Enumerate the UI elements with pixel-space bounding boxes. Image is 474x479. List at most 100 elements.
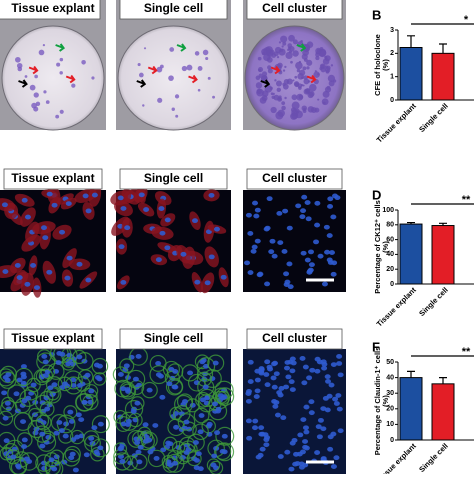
nucleus [337, 428, 344, 434]
nucleus [23, 456, 30, 462]
nucleus [337, 372, 344, 378]
nucleus [65, 201, 72, 206]
nucleus [324, 249, 331, 255]
nucleus [117, 446, 124, 452]
colony [313, 71, 320, 78]
nucleus [268, 249, 275, 255]
cell-membrane [5, 449, 21, 465]
arrow [18, 79, 28, 88]
colony [205, 56, 209, 61]
nucleus [120, 279, 127, 285]
colony [197, 66, 203, 71]
colony [24, 75, 28, 78]
panel-letter: D [372, 187, 381, 202]
colony [330, 64, 334, 67]
photo-label: Single cell [144, 1, 203, 15]
cell-membrane [194, 354, 210, 370]
nucleus [187, 370, 194, 376]
nucleus [302, 444, 309, 450]
error-bar [407, 35, 415, 48]
colony [295, 61, 303, 70]
nucleus [96, 376, 103, 382]
nucleus [123, 363, 130, 369]
nucleus [39, 431, 46, 437]
colony [255, 82, 263, 89]
nucleus [282, 208, 289, 214]
colony [157, 97, 163, 103]
nucleus [21, 398, 28, 404]
nucleus [283, 384, 290, 390]
colony [138, 72, 144, 78]
nucleus [55, 360, 62, 365]
nucleus [16, 377, 23, 383]
nucleus [28, 390, 35, 396]
nucleus [264, 225, 271, 231]
colony [271, 53, 277, 58]
colony [301, 105, 308, 111]
nucleus [320, 406, 327, 412]
colony [283, 78, 290, 85]
nucleus [204, 280, 211, 286]
nucleus [270, 375, 277, 381]
nucleus [271, 384, 278, 390]
nucleus [62, 433, 69, 439]
nucleus [53, 430, 60, 436]
nucleus [120, 386, 127, 392]
label-box [119, 0, 228, 20]
colony [299, 69, 306, 76]
nucleus [125, 418, 132, 424]
colony [143, 47, 147, 50]
nucleus [93, 449, 100, 455]
y-tick-label: 50 [386, 359, 394, 366]
cell-membrane [112, 366, 130, 383]
cell-membrane [114, 379, 133, 398]
nucleus [42, 359, 49, 365]
nucleus [284, 360, 291, 365]
colony [325, 69, 330, 74]
cell-membrane [186, 451, 202, 467]
y-axis-label: (%) [381, 59, 390, 71]
nucleus [206, 421, 213, 427]
y-tick-label: 3 [390, 27, 394, 34]
nucleus [253, 213, 260, 219]
cell-membrane [38, 368, 53, 383]
nucleus [88, 436, 95, 441]
nucleus [291, 437, 298, 443]
nucleus [24, 281, 31, 287]
nucleus [40, 225, 47, 231]
label-box [119, 328, 228, 350]
nucleus [56, 420, 63, 425]
nucleus [300, 208, 307, 214]
nucleus [197, 429, 204, 435]
nucleus [264, 435, 271, 440]
cell-membrane [177, 442, 197, 463]
nucleus [328, 250, 335, 255]
colony [35, 101, 41, 107]
nucleus [257, 271, 264, 277]
nucleus [152, 423, 159, 428]
colony [169, 47, 175, 52]
cell-membrane [140, 431, 158, 449]
cell-membrane [90, 438, 110, 458]
nucleus [214, 430, 221, 436]
nucleus [278, 386, 285, 391]
cell-membrane [63, 405, 78, 420]
photo-label: Cell cluster [262, 331, 327, 345]
colony [59, 71, 63, 75]
nucleus [119, 459, 126, 464]
x-tick-label: Single cell [417, 101, 450, 134]
nucleus [333, 401, 340, 406]
nucleus [252, 425, 259, 431]
nucleus [20, 374, 27, 380]
nucleus [191, 218, 198, 224]
nucleus [212, 360, 219, 366]
cell-membrane [75, 393, 94, 412]
nucleus [43, 395, 50, 401]
nucleus [91, 192, 98, 198]
colony [298, 94, 304, 100]
bar [431, 225, 455, 285]
cell-membrane [165, 453, 185, 473]
cell-membrane [26, 377, 41, 393]
